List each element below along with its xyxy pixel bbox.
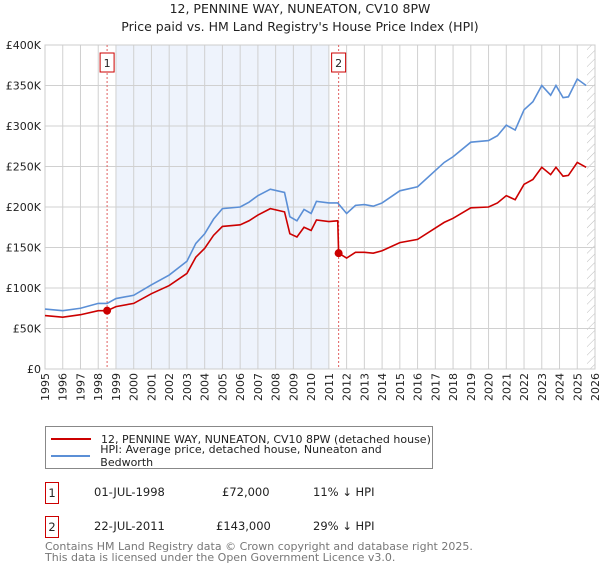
legend-item-property: 12, PENNINE WAY, NUNEATON, CV10 8PW (det…	[51, 431, 431, 447]
footer-copyright: Contains HM Land Registry data © Crown c…	[45, 540, 473, 553]
x-tick-label: 2004	[199, 373, 212, 401]
x-tick-label: 2018	[447, 373, 460, 401]
sale-hpi-diff: 11% ↓ HPI	[313, 485, 375, 499]
x-tick-label: 2015	[394, 373, 407, 401]
x-tick-label: 2001	[145, 373, 158, 401]
x-tick-label: 2016	[412, 373, 425, 401]
sale-marker-label: 2	[335, 57, 342, 70]
plot-frame	[44, 44, 596, 370]
x-tick-label: 1996	[57, 373, 70, 401]
x-tick-label: 2024	[554, 373, 567, 401]
sale-marker-box: 2	[45, 516, 59, 538]
legend-swatch-blue	[51, 455, 91, 457]
x-tick-label: 2005	[216, 373, 229, 401]
x-tick-label: 2012	[341, 373, 354, 401]
x-tick-label: 2000	[128, 373, 141, 401]
y-tick-label: £300K	[6, 120, 42, 133]
sale-price: £143,000	[216, 519, 271, 533]
sale-point	[103, 306, 112, 315]
x-tick-label: 2021	[500, 373, 513, 401]
y-tick-label: £250K	[6, 161, 42, 174]
legend: 12, PENNINE WAY, NUNEATON, CV10 8PW (det…	[45, 426, 433, 469]
x-tick-label: 2020	[483, 373, 496, 401]
sale-hpi-diff: 29% ↓ HPI	[313, 519, 375, 533]
sale-date: 01-JUL-1998	[94, 485, 165, 499]
y-tick-label: £350K	[6, 80, 42, 93]
x-tick-label: 2003	[181, 373, 194, 401]
x-tick-label: 1998	[92, 373, 105, 401]
chart-subtitle: Price paid vs. HM Land Registry's House …	[121, 19, 479, 34]
sale-date: 22-JUL-2011	[94, 519, 165, 533]
x-tick-label: 2025	[571, 373, 584, 401]
footer-licence: This data is licensed under the Open Gov…	[45, 551, 396, 564]
x-tick-label: 2006	[234, 373, 247, 401]
sale-marker-box	[99, 52, 115, 73]
x-tick-label: 2022	[518, 373, 531, 401]
x-tick-label: 2026	[589, 373, 600, 401]
x-tick-label: 1995	[39, 373, 52, 401]
x-tick-label: 2013	[358, 373, 371, 401]
y-tick-label: £0	[27, 363, 41, 376]
x-tick-label: 2011	[323, 373, 336, 401]
x-tick-label: 2010	[305, 373, 318, 401]
y-tick-label: £400K	[6, 39, 42, 52]
x-tick-label: 2008	[270, 373, 283, 401]
price-chart: 1995 1996 1997 1998 1999 2000 2001 2002 2003 2004…	[6, 39, 600, 401]
legend-label: HPI: Average price, detached house, Nune…	[100, 443, 382, 469]
property-price-line	[44, 161, 587, 318]
y-tick-label: £150K	[6, 242, 42, 255]
x-tick-label: 2017	[429, 373, 442, 401]
hpi-line	[44, 77, 587, 312]
x-tick-label: 2019	[465, 373, 478, 401]
x-tick-label: 2014	[376, 373, 389, 401]
sale-marker-label: 1	[104, 57, 111, 70]
x-tick-label: 2007	[252, 373, 265, 401]
sale-point	[334, 249, 343, 258]
x-tick-label: 2002	[163, 373, 176, 401]
y-tick-label: £100K	[6, 282, 42, 295]
legend-item-hpi: HPI: Average price, detached house, Nune…	[51, 443, 432, 469]
x-tick-label: 1999	[110, 373, 123, 401]
legend-label: 12, PENNINE WAY, NUNEATON, CV10 8PW (det…	[101, 432, 431, 446]
sale-price: £72,000	[222, 485, 270, 499]
x-tick-label: 2009	[287, 373, 300, 401]
sale-marker-box	[331, 52, 347, 73]
x-tick-label: 2023	[536, 373, 549, 401]
chart-title: 12, PENNINE WAY, NUNEATON, CV10 8PW	[169, 1, 431, 16]
legend-swatch-red	[51, 438, 91, 440]
x-tick-label: 1997	[74, 373, 87, 401]
y-tick-label: £50K	[13, 323, 42, 336]
y-tick-label: £200K	[6, 201, 42, 214]
sale-marker-box: 1	[45, 482, 59, 504]
